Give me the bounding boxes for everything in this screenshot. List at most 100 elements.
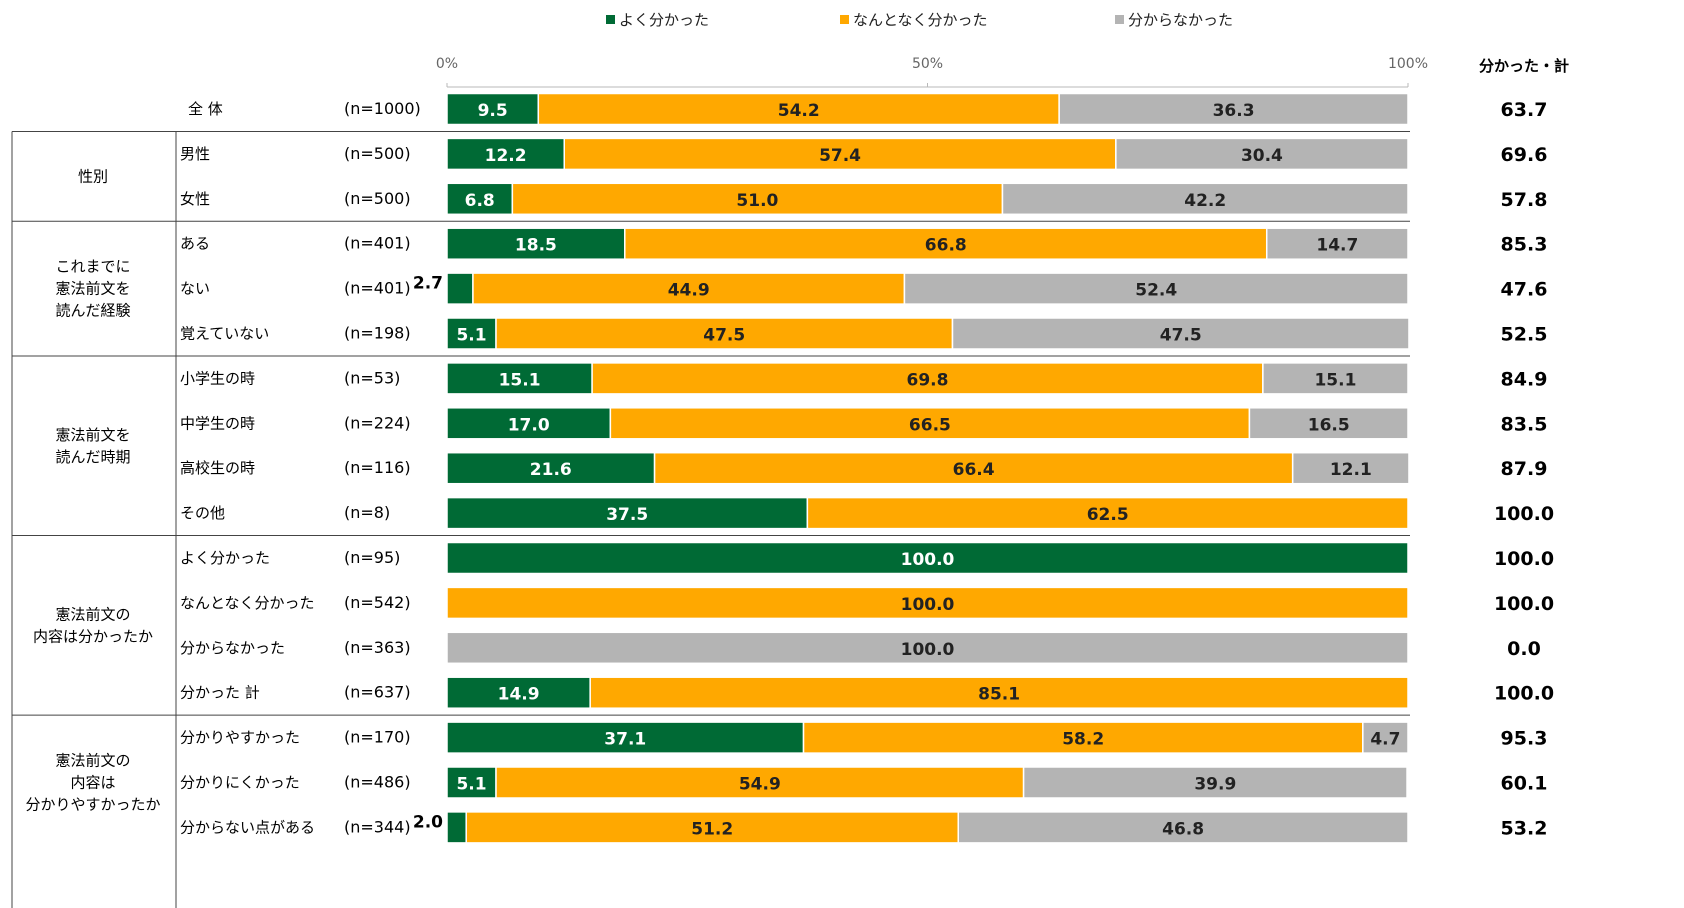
total-value: 100.0 [1494, 503, 1554, 525]
bar-segment [446, 721, 805, 754]
bar-value-label: 12.1 [1330, 460, 1372, 480]
row-label: 分かりにくかった [180, 774, 300, 792]
group-label: 憲法前文を [55, 426, 130, 444]
row-label: ある [180, 235, 210, 253]
bar-value-label: 5.1 [456, 775, 486, 795]
total-value: 0.0 [1507, 638, 1541, 660]
group-label: 憲法前文を [55, 280, 130, 298]
row-n-label: (n=500) [344, 189, 411, 208]
bar-segment [495, 766, 1025, 799]
group-label: 憲法前文の [55, 752, 130, 770]
bar-segment [446, 92, 540, 126]
row-n-label: (n=1000) [344, 99, 421, 118]
row-label: 小学生の時 [180, 369, 255, 387]
bar-segment [446, 407, 612, 440]
bar-value-label: 51.2 [691, 819, 733, 839]
bar-value-label: 47.5 [1160, 326, 1202, 346]
bar-value-label: 58.2 [1062, 730, 1104, 750]
row-n-label: (n=486) [344, 773, 411, 792]
total-value: 100.0 [1494, 593, 1554, 615]
bar-value-label: 46.8 [1162, 819, 1204, 839]
bar-value-label: 100.0 [901, 550, 955, 570]
bar-value-label: 16.5 [1308, 415, 1350, 435]
total-value: 100.0 [1494, 548, 1554, 570]
group-label: 内容は分かったか [33, 627, 153, 645]
row-n-label: (n=198) [344, 324, 411, 343]
row-label: その他 [180, 504, 225, 522]
bar-segment [957, 811, 1409, 844]
bar-segment [903, 272, 1409, 305]
bar-segment [472, 272, 906, 305]
row-label: 分からない点がある [180, 818, 315, 836]
total-column-header: 分かった・計 [1479, 57, 1569, 75]
total-value: 69.6 [1501, 144, 1548, 166]
row-n-label: (n=8) [344, 503, 390, 522]
row-label: 覚えていない [180, 325, 269, 343]
row-label: 分かった 計 [180, 684, 260, 702]
row-n-label: (n=401) [344, 279, 411, 298]
total-value: 53.2 [1501, 817, 1548, 839]
row-label: 全 体 [188, 100, 223, 118]
bar-value-label: 66.8 [925, 236, 967, 256]
bar-value-label: 37.5 [606, 505, 648, 525]
group-label: 性別 [78, 167, 108, 185]
bar-value-label: 15.1 [499, 370, 541, 390]
bar-value-label: 85.1 [978, 685, 1020, 705]
bar-value-label: 2.7 [413, 274, 443, 294]
legend-swatch-1 [606, 15, 615, 24]
row-label: 女性 [180, 190, 210, 208]
group-label: 読んだ経験 [55, 302, 130, 320]
bar-segment [446, 496, 809, 530]
group-label: これまでに [55, 258, 130, 276]
bar-segment [446, 272, 474, 305]
bar-segment [537, 92, 1060, 126]
group-label: 憲法前文の [55, 605, 130, 623]
bar-value-label: 39.9 [1194, 775, 1236, 795]
row-label: 分かりやすかった [180, 729, 300, 747]
bar-value-label: 37.1 [604, 730, 646, 750]
total-value: 57.8 [1501, 189, 1548, 211]
row-label: 中学生の時 [180, 414, 255, 432]
total-value: 100.0 [1494, 683, 1554, 705]
row-n-label: (n=224) [344, 413, 411, 432]
total-value: 87.9 [1501, 458, 1548, 480]
bar-segment [446, 811, 467, 844]
bar-value-label: 54.9 [739, 775, 781, 795]
bar-segment [1248, 407, 1409, 440]
bar-value-label: 66.5 [909, 415, 951, 435]
bar-value-label: 54.2 [778, 101, 820, 121]
bar-segment [446, 631, 1409, 665]
bar-segment [1022, 766, 1408, 799]
bar-segment [1115, 137, 1409, 171]
x-tick-label: 50% [912, 56, 943, 72]
bar-value-label: 62.5 [1087, 505, 1129, 525]
bar-segment [446, 137, 565, 171]
bar-value-label: 2.0 [413, 812, 443, 832]
x-tick-label: 100% [1388, 56, 1428, 72]
bar-value-label: 15.1 [1314, 370, 1356, 390]
row-n-label: (n=637) [344, 683, 411, 702]
bar-value-label: 100.0 [901, 595, 955, 615]
total-value: 83.5 [1501, 413, 1548, 435]
legend-label-2: なんとなく分かった [853, 11, 988, 29]
bar-segment [1058, 92, 1409, 126]
bar-value-label: 17.0 [508, 415, 550, 435]
row-n-label: (n=116) [344, 458, 411, 477]
bar-value-label: 42.2 [1184, 191, 1226, 211]
bar-segment [1265, 227, 1409, 260]
total-value: 47.6 [1501, 279, 1548, 301]
bar-value-label: 6.8 [465, 191, 495, 211]
bar-segment [653, 451, 1294, 485]
row-label: よく分かった [180, 549, 270, 567]
bar-segment [609, 407, 1251, 440]
bar-value-label: 51.0 [736, 191, 778, 211]
total-value: 63.7 [1501, 99, 1548, 121]
row-label: 男性 [180, 145, 210, 163]
bar-segment [1362, 721, 1409, 754]
bar-value-label: 44.9 [668, 281, 710, 301]
legend-label-1: よく分かった [619, 11, 709, 29]
row-n-label: (n=500) [344, 144, 411, 163]
bar-value-label: 100.0 [901, 640, 955, 660]
group-label: 分かりやすかったか [25, 796, 160, 814]
